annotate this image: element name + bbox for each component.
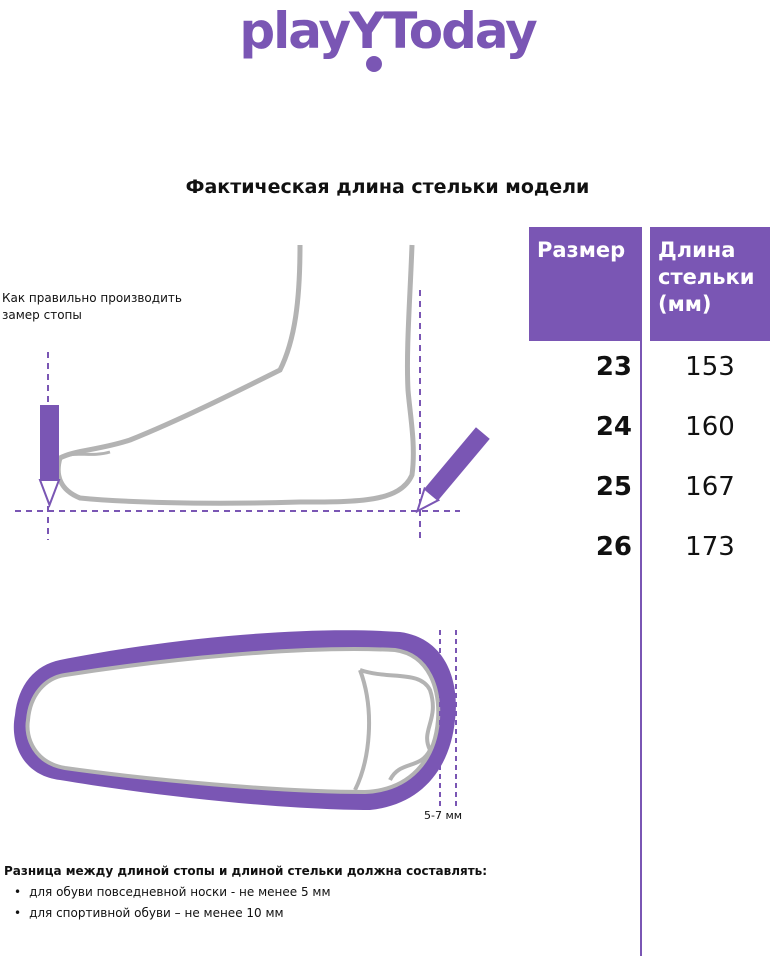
gap-label: 5-7 мм xyxy=(424,809,463,822)
header-insole-length: Длина стельки (мм) xyxy=(650,227,770,341)
measure-instruction: Как правильно производить замер стопы xyxy=(2,291,182,322)
column-divider xyxy=(640,341,642,956)
foot-side-illustration xyxy=(15,244,490,540)
brand-logo: playYToday xyxy=(239,2,537,60)
note-bullet: для обуви повседневной носки - не менее … xyxy=(14,885,330,899)
length-cell: 167 xyxy=(685,472,735,502)
length-cell: 173 xyxy=(685,532,735,562)
pencil-icon xyxy=(38,405,61,508)
size-cell: 24 xyxy=(595,412,632,442)
size-cell: 23 xyxy=(595,352,632,382)
note-bullet: для спортивной обуви – не менее 10 мм xyxy=(14,906,284,920)
pencil-icon xyxy=(415,427,490,514)
length-cell: 153 xyxy=(685,352,735,382)
page-title: Фактическая длина стельки модели xyxy=(185,176,590,198)
size-cell: 25 xyxy=(595,472,632,502)
note-heading: Разница между длиной стопы и длиной стел… xyxy=(4,864,488,878)
logo-dot xyxy=(366,56,382,72)
insole-top-illustration xyxy=(13,630,457,810)
header-size: Размер xyxy=(529,227,642,341)
size-cell: 26 xyxy=(595,532,632,562)
length-cell: 160 xyxy=(685,412,735,442)
